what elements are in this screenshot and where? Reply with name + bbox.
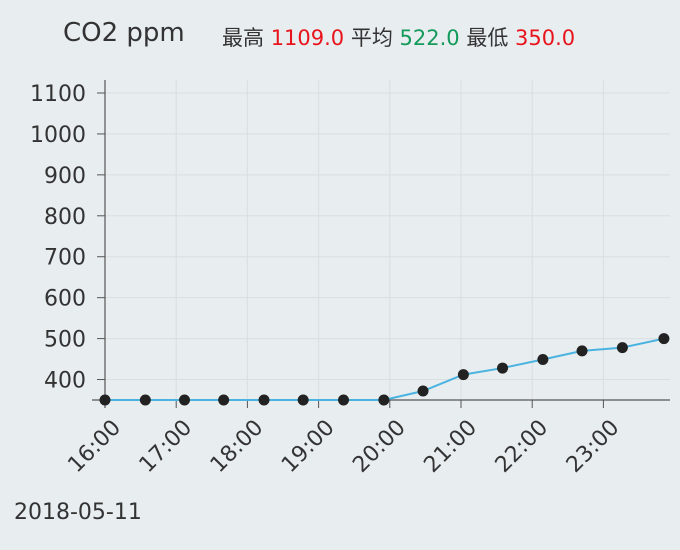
avg-label: 平均 [350, 26, 393, 50]
data-point [338, 394, 350, 406]
y-tick-label: 600 [44, 287, 86, 312]
y-tick-label: 700 [44, 246, 86, 271]
data-point [576, 345, 588, 357]
data-point [218, 394, 230, 406]
y-tick-label: 500 [44, 328, 86, 353]
data-point [258, 394, 270, 406]
max-value: 1109.0 [270, 26, 345, 50]
data-point [457, 369, 469, 381]
x-tick-label: 17:00 [135, 415, 198, 478]
data-point [99, 394, 111, 406]
x-tick-label: 18:00 [206, 415, 269, 478]
data-point [417, 385, 429, 397]
x-tick-label: 19:00 [277, 415, 340, 478]
stats-summary: 最高 1109.0 平均 522.0 最低 350.0 [222, 22, 575, 52]
chart-date: 2018-05-11 [14, 500, 142, 525]
data-point [616, 342, 628, 354]
y-tick-label: 900 [44, 164, 86, 189]
min-value: 350.0 [515, 26, 576, 50]
y-tick-label: 800 [44, 205, 86, 230]
data-point [497, 362, 509, 374]
chart-title: CO2 ppm [63, 18, 185, 48]
data-point [378, 394, 390, 406]
min-label: 最低 [466, 26, 509, 50]
y-tick-label: 400 [44, 369, 86, 394]
x-tick-label: 23:00 [562, 415, 625, 478]
x-tick-label: 22:00 [491, 415, 554, 478]
data-point [658, 333, 670, 345]
x-tick-label: 16:00 [63, 415, 126, 478]
avg-value: 522.0 [399, 26, 460, 50]
data-point [537, 353, 549, 365]
data-point [297, 394, 309, 406]
x-tick-label: 20:00 [348, 415, 411, 478]
data-point [179, 394, 191, 406]
x-tick-label: 21:00 [419, 415, 482, 478]
data-point [139, 394, 151, 406]
max-label: 最高 [222, 26, 264, 50]
chart-header: CO2 ppm 最高 1109.0 平均 522.0 最低 350.0 [0, 18, 680, 54]
y-tick-label: 1100 [30, 82, 86, 107]
y-tick-label: 1000 [30, 123, 86, 148]
